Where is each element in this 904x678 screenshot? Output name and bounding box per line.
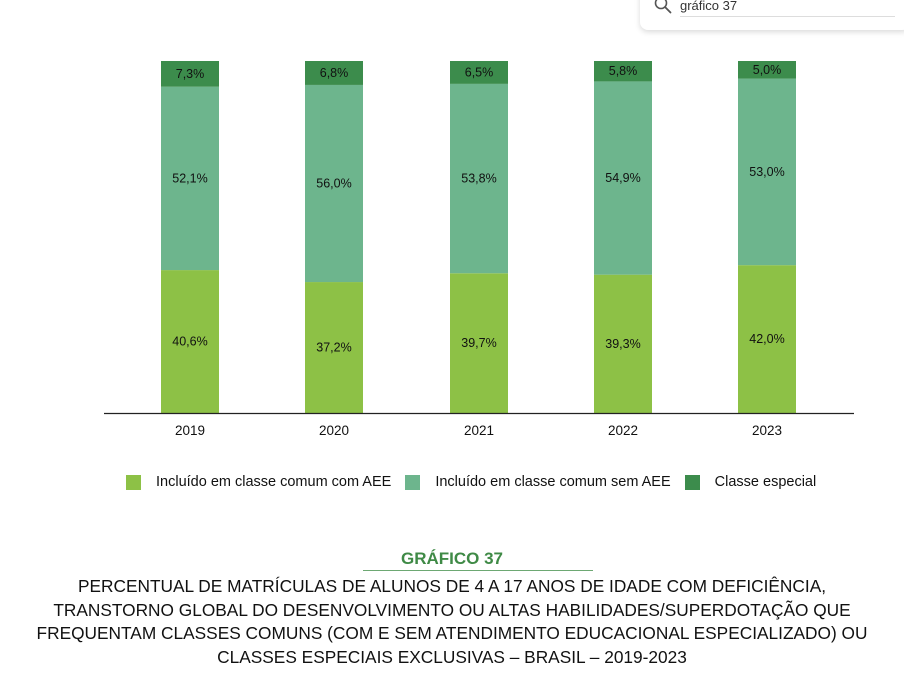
data-label: 40,6% — [172, 335, 207, 349]
bar-segment-2021-0 — [450, 273, 508, 413]
x-tick-label: 2021 — [464, 423, 494, 438]
data-label: 52,1% — [172, 171, 207, 185]
data-label: 54,9% — [605, 171, 640, 185]
bar-segment-2020-0 — [305, 282, 363, 413]
bar-segment-2020-1 — [305, 84, 363, 283]
chart-number: GRÁFICO 37 — [400, 549, 504, 568]
legend-swatch-with-aee — [126, 474, 141, 490]
bar-segment-2019-1 — [161, 86, 219, 271]
data-label: 6,8% — [320, 66, 349, 80]
data-label: 37,2% — [316, 341, 351, 355]
legend-item-special-class: Classe especial — [684, 474, 817, 490]
x-tick-label: 2019 — [175, 423, 205, 438]
search-icon — [654, 0, 672, 14]
bar-segment-2022-2 — [594, 61, 652, 82]
bar-segment-2023-0 — [738, 265, 796, 413]
data-label: 6,5% — [465, 65, 494, 79]
data-label: 5,0% — [753, 63, 782, 77]
data-label: 39,7% — [461, 336, 496, 350]
bar-segment-2023-2 — [738, 61, 796, 79]
data-label: 42,0% — [749, 332, 784, 346]
chart-title-line: PERCENTUAL DE MATRÍCULAS DE ALUNOS DE 4 … — [77, 576, 827, 596]
chart-legend: Incluído em classe comum com AEE Incluíd… — [126, 474, 830, 490]
data-label: 39,3% — [605, 337, 640, 351]
bar-segment-2019-2 — [161, 61, 219, 87]
chart-title-line: FREQUENTAM CLASSES COMUNS (COM E SEM ATE… — [36, 623, 868, 643]
bar-segment-2020-2 — [305, 61, 363, 85]
chart-title-line: TRANSTORNO GLOBAL DO DESENVOLVIMENTO OU … — [53, 599, 851, 620]
chart-title: PERCENTUAL DE MATRÍCULAS DE ALUNOS DE 4 … — [0, 575, 904, 669]
bar-segment-2022-1 — [594, 81, 652, 275]
bar-segment-2021-1 — [450, 83, 508, 274]
bar-segment-2019-0 — [161, 270, 219, 413]
data-label: 53,0% — [749, 165, 784, 179]
data-label: 5,8% — [609, 64, 638, 78]
search-input[interactable] — [680, 0, 895, 17]
data-label: 53,8% — [461, 172, 496, 186]
data-label: 56,0% — [316, 176, 351, 190]
legend-swatch-without-aee — [405, 474, 421, 490]
caption-divider — [363, 570, 593, 571]
x-tick-label: 2023 — [752, 423, 782, 438]
x-tick-label: 2022 — [608, 423, 638, 438]
bar-segment-2021-2 — [450, 61, 508, 84]
stacked-bar-chart: 40,6% 52,1% 7,3% 2019 37,2% 56,0% 6,8% 2020 39,7… — [104, 61, 854, 438]
legend-label-without-aee: Incluído em classe comum sem AEE — [435, 474, 671, 490]
legend-item-with-aee: Incluído em classe comum com AEE — [126, 474, 391, 490]
bar-segment-2023-1 — [738, 78, 796, 266]
search-box[interactable] — [640, 0, 904, 30]
legend-item-without-aee: Incluído em classe comum sem AEE — [405, 474, 671, 490]
bar-segment-2022-0 — [594, 274, 652, 413]
legend-label-special-class: Classe especial — [714, 474, 817, 490]
data-label: 7,3% — [176, 67, 205, 81]
legend-swatch-special-class — [684, 474, 700, 490]
legend-label-with-aee: Incluído em classe comum com AEE — [156, 474, 392, 490]
chart-title-line: CLASSES ESPECIAIS EXCLUSIVAS – BRASIL – … — [217, 646, 687, 667]
x-tick-label: 2020 — [319, 423, 349, 438]
